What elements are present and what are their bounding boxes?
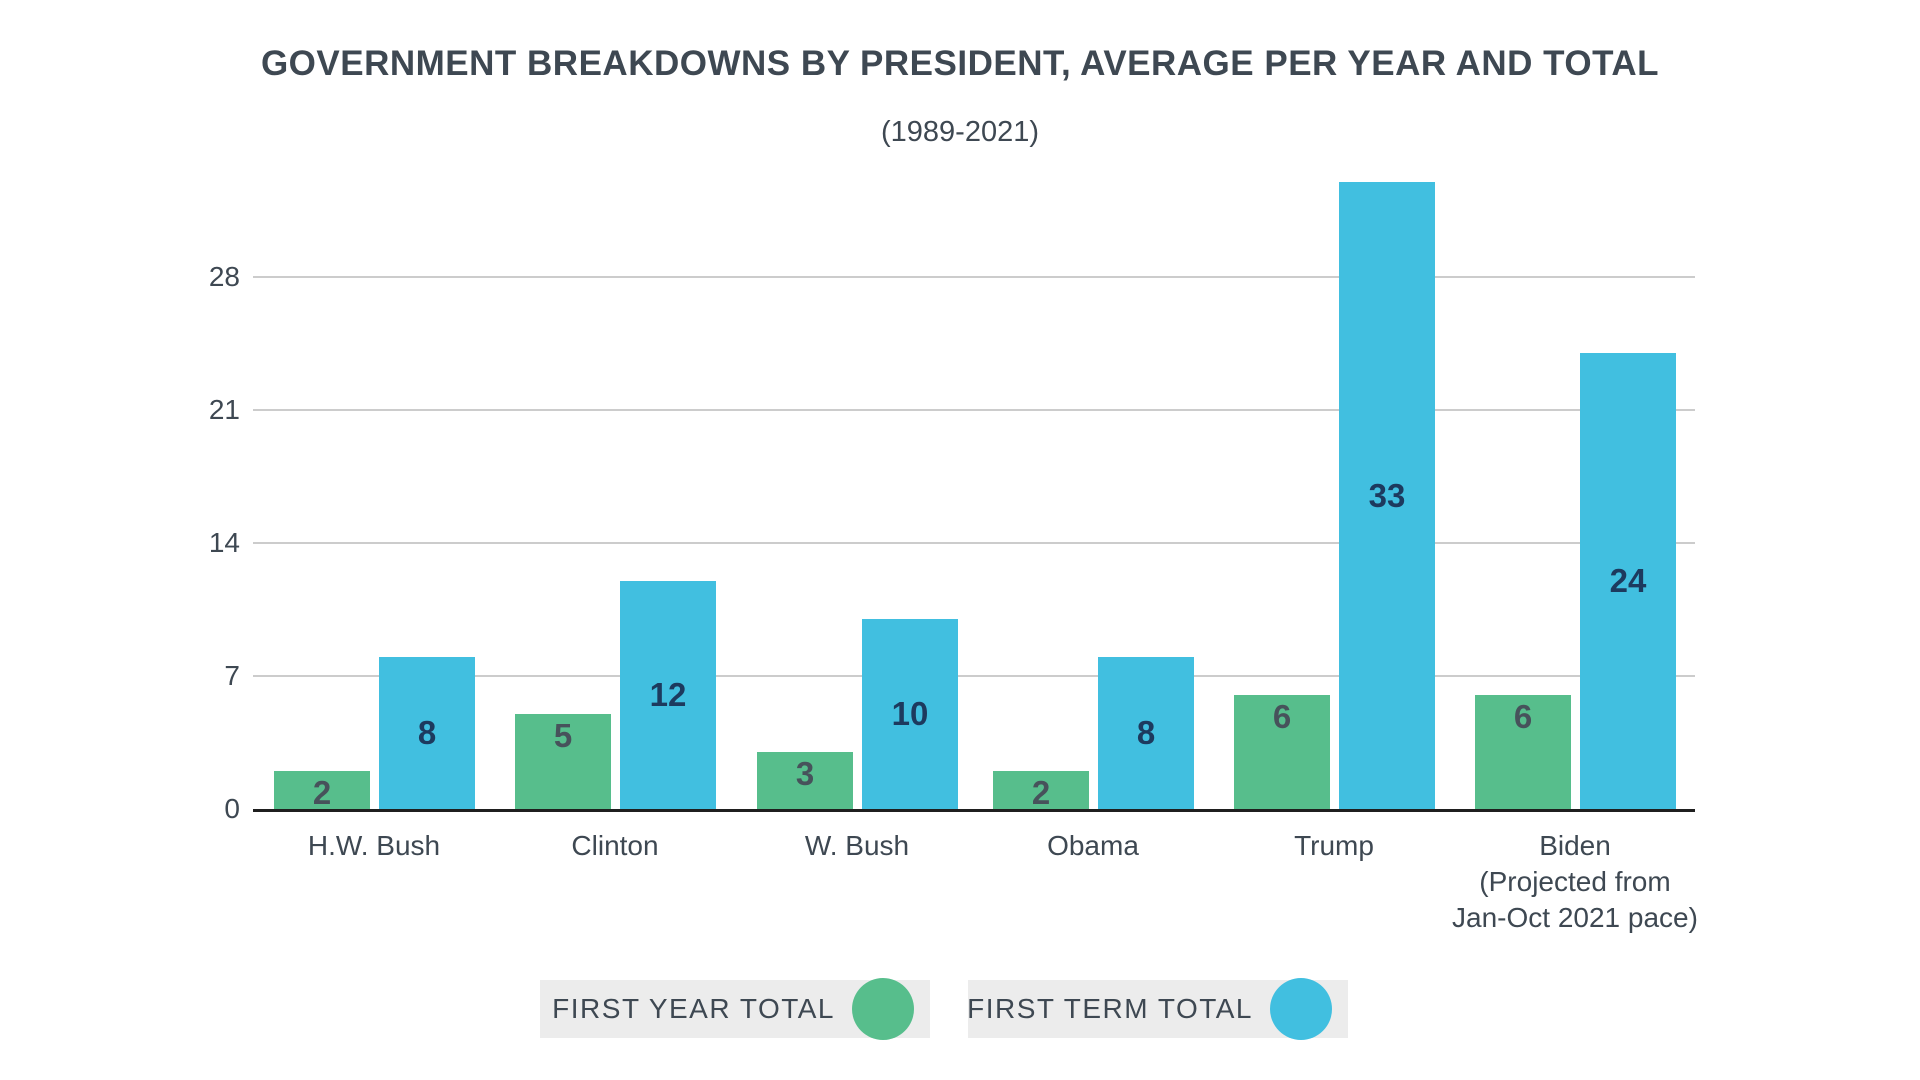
bar-value-label: 24 bbox=[1609, 562, 1647, 599]
bar-value-label: 5 bbox=[553, 717, 573, 754]
x-category-label-line: Biden bbox=[1539, 830, 1611, 861]
gridline-y-28 bbox=[253, 276, 1695, 278]
first-year-bar-2 bbox=[515, 714, 611, 809]
bar-value-label: 6 bbox=[1513, 698, 1533, 735]
bar-value-label: 8 bbox=[1136, 714, 1156, 751]
x-category-label-2: Clinton bbox=[455, 828, 775, 864]
legend-item-first-term-total: FIRST TERM TOTAL bbox=[967, 978, 1348, 1040]
x-category-label-line: Trump bbox=[1294, 830, 1374, 861]
first-term-bar-5 bbox=[1339, 182, 1435, 809]
x-category-label-line: (Projected from bbox=[1479, 866, 1671, 897]
bar-value-label: 12 bbox=[649, 676, 687, 713]
y-axis-tick-label-0: 0 bbox=[224, 793, 240, 824]
bar-value-label: 3 bbox=[795, 755, 815, 792]
bar-value-label: 33 bbox=[1368, 476, 1406, 514]
first-term-bar-2 bbox=[620, 581, 716, 809]
legend-swatch-blue-circle-icon bbox=[1270, 978, 1332, 1040]
first-term-bar-3 bbox=[862, 619, 958, 809]
gridline-y-14 bbox=[253, 542, 1695, 544]
legend-label-first-term-total: FIRST TERM TOTAL bbox=[967, 993, 1253, 1024]
x-category-label-line: H.W. Bush bbox=[307, 830, 441, 861]
first-year-bar-1 bbox=[274, 771, 370, 809]
x-axis-line bbox=[253, 809, 1695, 812]
x-category-label-line: W. Bush bbox=[804, 830, 910, 861]
bar-value-label: 10 bbox=[891, 695, 929, 732]
y-axis-tick-label-28: 28 bbox=[208, 261, 240, 292]
x-category-label-5: Trump bbox=[1174, 828, 1494, 864]
bar-value-label: 8 bbox=[417, 714, 437, 751]
legend-item-first-year-total: FIRST YEAR TOTAL bbox=[540, 978, 930, 1040]
x-category-label-line: Obama bbox=[1047, 830, 1139, 861]
legend-swatch-green-circle-icon bbox=[852, 978, 914, 1040]
legend-label-first-year-total: FIRST YEAR TOTAL bbox=[552, 993, 835, 1024]
x-category-label-6: Biden (Projected from Jan-Oct 2021 pace) bbox=[1415, 828, 1735, 936]
first-term-bar-4 bbox=[1098, 657, 1194, 809]
y-axis-tick-label-7: 7 bbox=[224, 660, 240, 691]
bar-value-label: 2 bbox=[312, 774, 332, 811]
bar-value-label: 6 bbox=[1272, 698, 1292, 735]
first-year-bar-4 bbox=[993, 771, 1089, 809]
first-year-bar-5 bbox=[1234, 695, 1330, 809]
first-year-bar-3 bbox=[757, 752, 853, 809]
gridline-y-21 bbox=[253, 409, 1695, 411]
y-axis-tick-label-14: 14 bbox=[208, 527, 240, 558]
x-category-label-line: Clinton bbox=[571, 830, 659, 861]
first-term-bar-1 bbox=[379, 657, 475, 809]
x-category-label-3: W. Bush bbox=[697, 828, 1017, 864]
x-category-label-1: H.W. Bush bbox=[214, 828, 534, 864]
first-year-bar-6 bbox=[1475, 695, 1571, 809]
chart-subtitle: (1989-2021) bbox=[881, 116, 1039, 148]
x-category-label-line: Jan-Oct 2021 pace) bbox=[1452, 902, 1698, 933]
gridline-y-7 bbox=[253, 675, 1695, 677]
y-axis-tick-label-21: 21 bbox=[208, 394, 240, 425]
bar-value-label: 2 bbox=[1031, 774, 1051, 811]
first-term-bar-6 bbox=[1580, 353, 1676, 809]
chart-title: GOVERNMENT BREAKDOWNS BY PRESIDENT, AVER… bbox=[260, 44, 1660, 83]
x-category-label-4: Obama bbox=[933, 828, 1253, 864]
